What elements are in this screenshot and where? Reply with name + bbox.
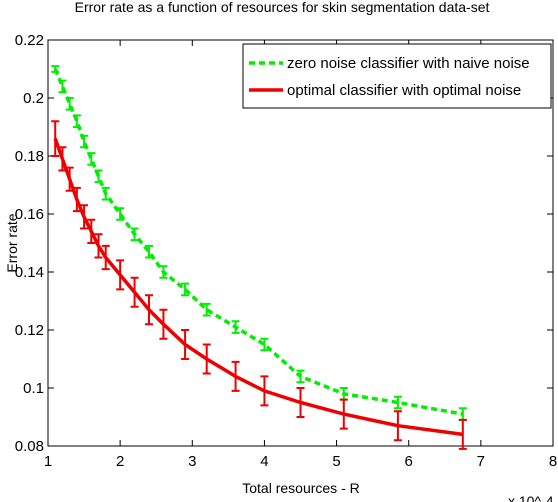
y-axis-label: Error rate (4, 213, 20, 272)
legend-label: optimal classifier with optimal noise (287, 82, 521, 99)
x-tick-label: 8 (549, 453, 557, 470)
x-tick-label: 5 (332, 453, 340, 470)
error-bar (260, 337, 269, 352)
legend-label: zero noise classifier with naive noise (287, 55, 530, 72)
y-tick-label: 0.14 (15, 264, 44, 281)
error-bar (202, 343, 211, 375)
error-bar (202, 302, 211, 317)
error-bar (72, 186, 81, 213)
error-bar (231, 360, 240, 392)
error-bar (393, 395, 402, 410)
x-multiplier: x 10^-4 (508, 493, 554, 502)
error-bar (94, 233, 103, 259)
error-bar (101, 244, 110, 271)
y-tick-label: 0.22 (15, 32, 44, 49)
error-bar (159, 265, 168, 279)
series-line (53, 138, 464, 437)
legend-box (242, 43, 552, 109)
y-tick-label: 0.1 (23, 380, 44, 397)
x-tick-label: 6 (405, 453, 413, 470)
plot-frame (47, 39, 554, 447)
error-bar (159, 308, 168, 340)
error-bar (58, 79, 67, 94)
error-bar (130, 227, 139, 242)
x-tick-label: 3 (188, 453, 196, 470)
x-tick-label: 4 (260, 453, 268, 470)
error-bar (296, 369, 305, 384)
error-bar (116, 259, 125, 291)
x-tick-label: 1 (44, 453, 52, 470)
error-bar (181, 329, 190, 360)
error-bar (145, 294, 153, 326)
y-tick-label: 0.16 (15, 206, 44, 223)
y-tick-label: 0.2 (23, 90, 44, 107)
error-bar (296, 387, 305, 418)
x-tick-label: 2 (116, 453, 124, 470)
error-bar (458, 418, 467, 450)
y-tick-label: 0.12 (15, 322, 44, 339)
error-bar (130, 276, 139, 308)
y-tick-label: 0.08 (15, 438, 44, 455)
error-bar (145, 244, 153, 259)
error-bar (94, 169, 103, 184)
error-bar (116, 207, 125, 221)
error-bar (65, 97, 74, 111)
y-tick-label: 0.18 (15, 148, 44, 165)
series-line (53, 68, 464, 416)
error-bar (458, 407, 467, 421)
error-bar (87, 218, 96, 244)
error-bar (339, 398, 348, 430)
error-bar (80, 204, 89, 230)
chart-title: Error rate as a function of resources fo… (75, 0, 490, 15)
error-bar (231, 320, 240, 334)
error-bar (393, 410, 402, 442)
error-bar (51, 65, 60, 73)
x-axis-label: Total resources - R (242, 480, 359, 496)
x-tick-label: 7 (477, 453, 485, 470)
error-bar (58, 146, 67, 172)
error-bar (181, 282, 190, 297)
error-bar (101, 186, 110, 201)
error-bar (51, 120, 60, 157)
error-bar (260, 375, 269, 407)
error-bar (72, 114, 81, 128)
error-bar (65, 166, 74, 192)
error-bar (87, 152, 96, 166)
error-bar (80, 134, 89, 149)
